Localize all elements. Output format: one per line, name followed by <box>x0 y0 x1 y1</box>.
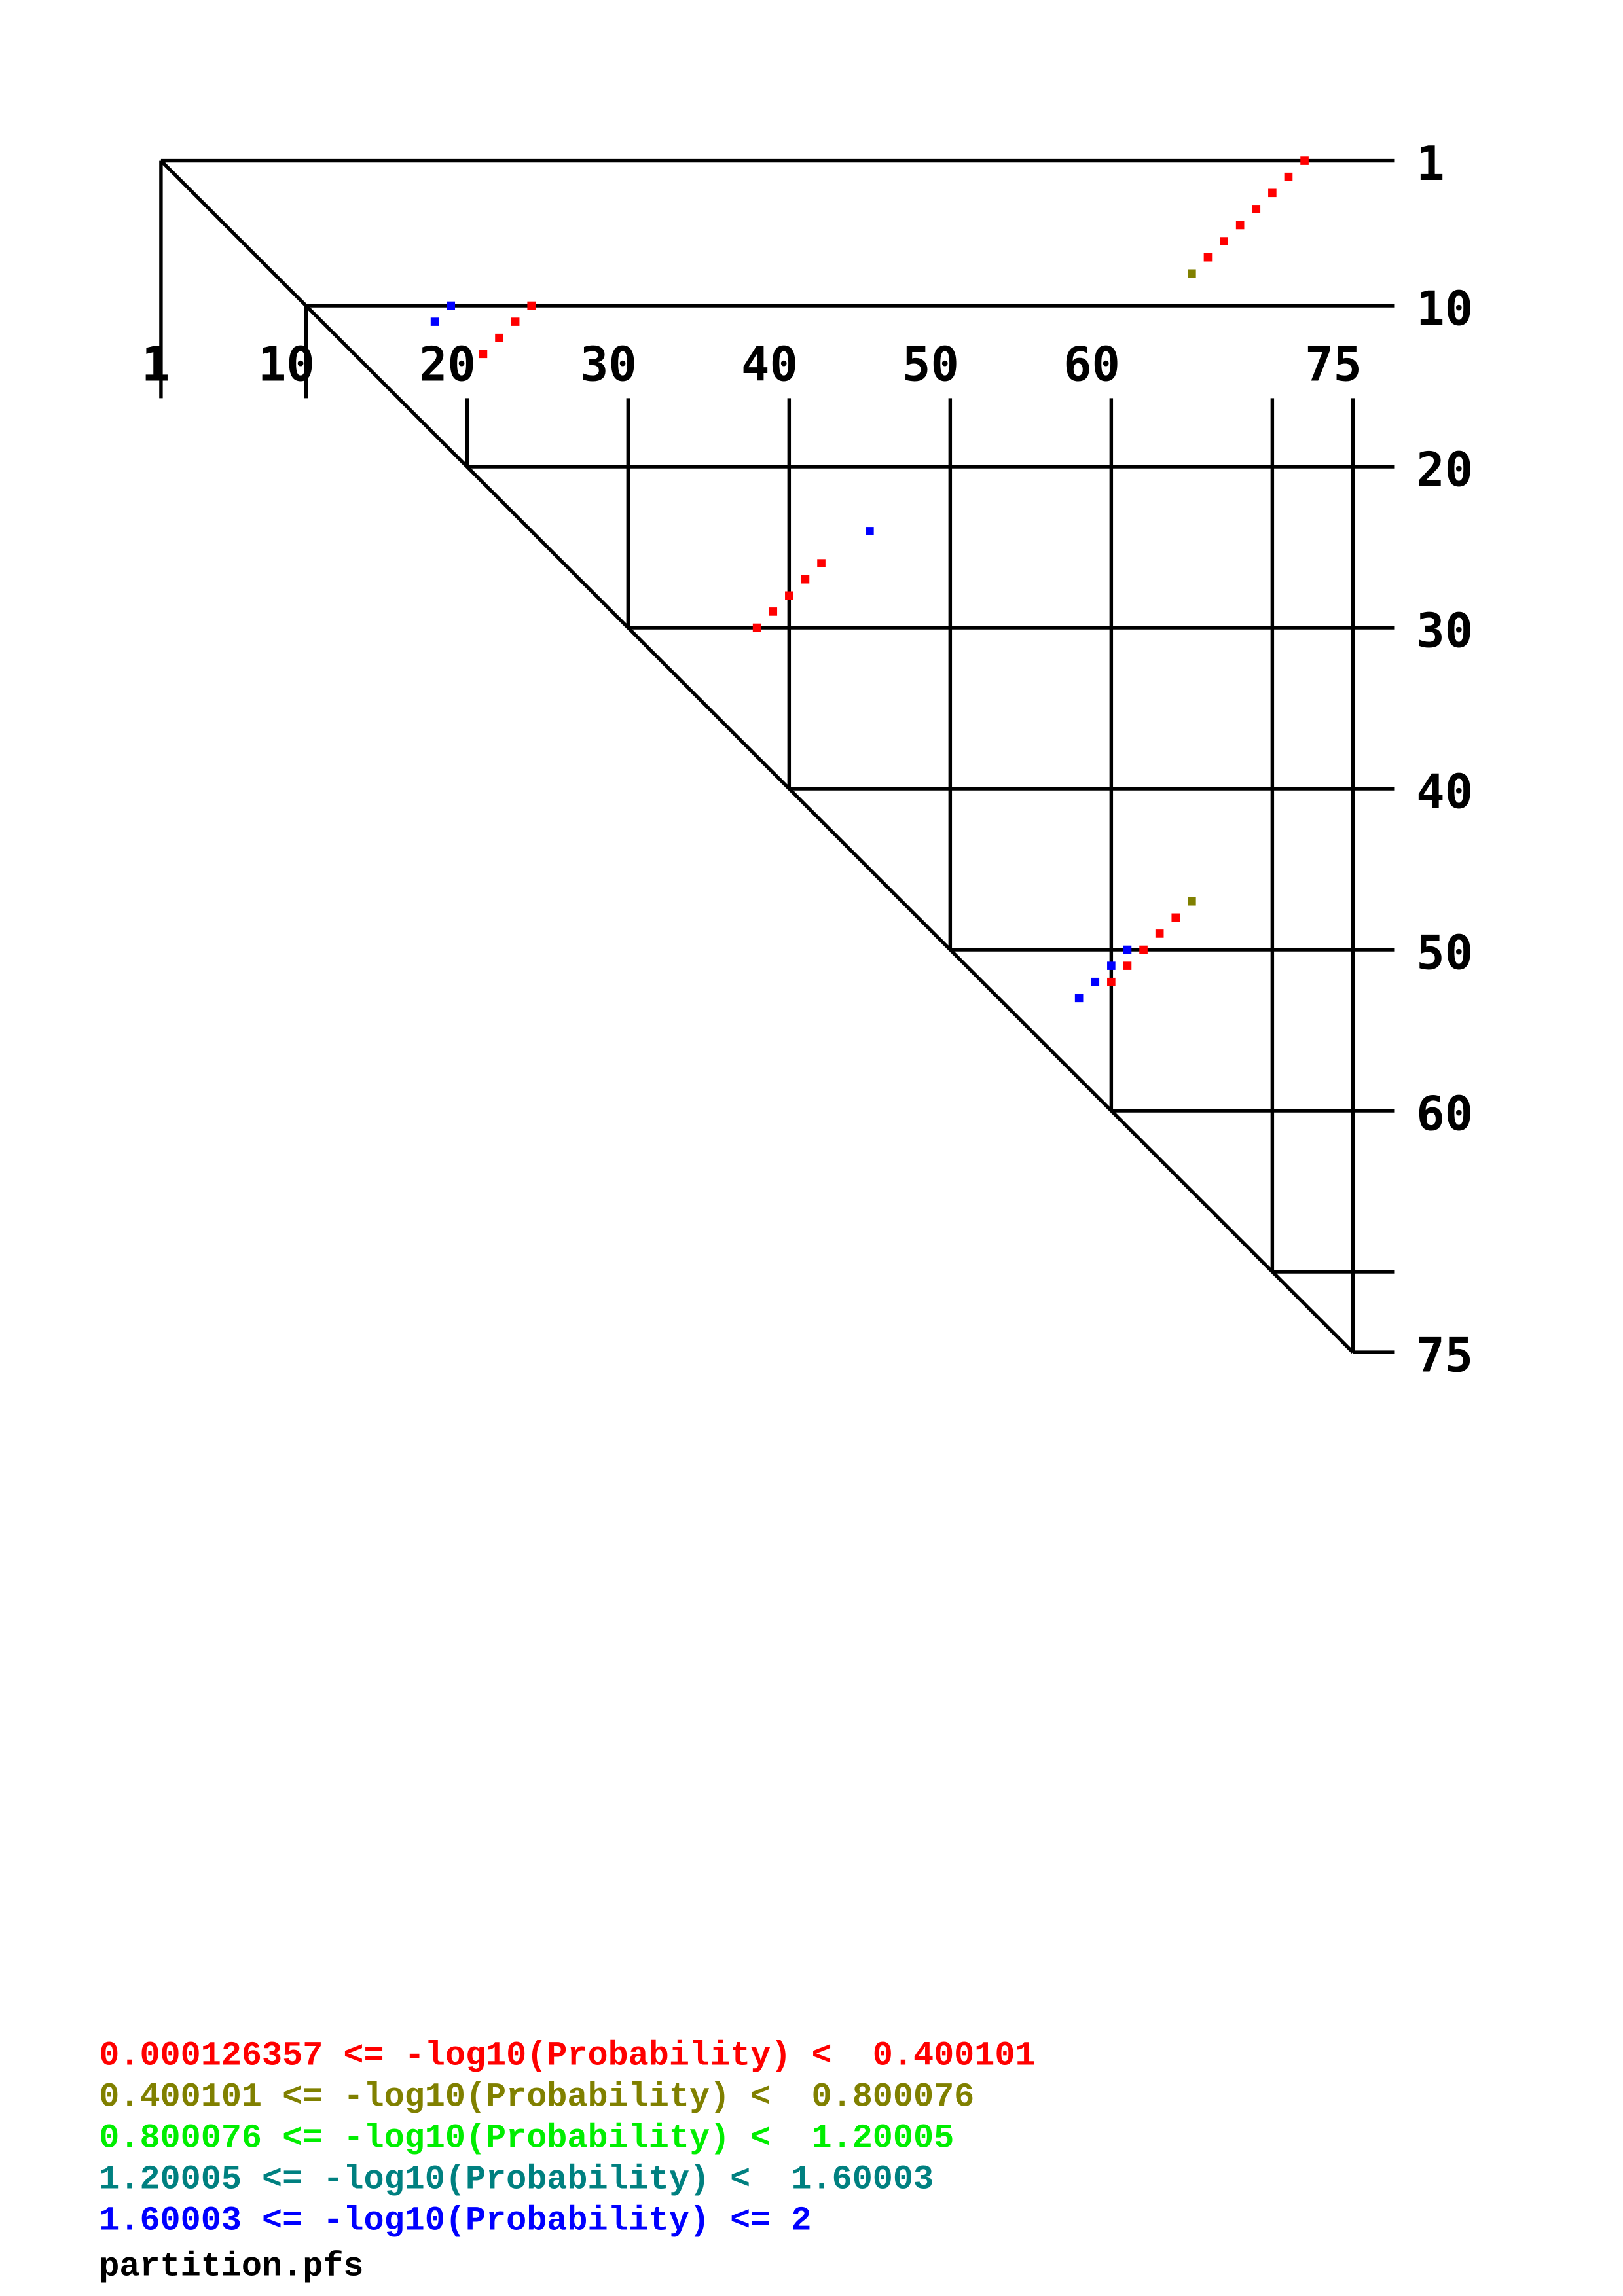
legend: 0.000126357 <= -log10(Probability) < 0.4… <box>99 2036 1035 2286</box>
filename-label: partition.pfs <box>99 2247 363 2286</box>
dot-11-18 <box>430 317 439 326</box>
y-tick-label: 50 <box>1416 925 1473 980</box>
legend-entry-3: 1.20005 <= -log10(Probability) < 1.60003 <box>99 2161 934 2199</box>
x-tick-label: 60 <box>1063 337 1120 392</box>
dot-4-69 <box>1252 205 1261 213</box>
dot-6-67 <box>1220 237 1228 245</box>
x-tick-label: 1 <box>141 337 170 392</box>
x-tick-label: 20 <box>419 337 476 392</box>
dot-8-65 <box>1188 269 1196 278</box>
dot-5-68 <box>1235 221 1245 230</box>
dot-51-61 <box>1123 961 1132 970</box>
dot-29-39 <box>769 607 778 616</box>
legend-entry-2: 0.800076 <= -log10(Probability) < 1.2000… <box>99 2119 954 2157</box>
dot-49-63 <box>1155 929 1164 938</box>
dot-1-72 <box>1300 156 1309 165</box>
x-tick-label: 10 <box>258 337 315 392</box>
x-tick-label: 50 <box>902 337 959 392</box>
dot-30-38 <box>752 623 761 632</box>
dot-50-61 <box>1123 945 1132 954</box>
y-tick-label: 40 <box>1416 764 1473 819</box>
dot-53-58 <box>1074 994 1084 1003</box>
grid-lines <box>159 158 1395 1354</box>
dot-52-60 <box>1107 977 1116 986</box>
x-tick-label: 75 <box>1305 337 1362 392</box>
y-tick-label: 10 <box>1416 281 1473 336</box>
legend-entry-1: 0.400101 <= -log10(Probability) < 0.8000… <box>99 2077 974 2116</box>
legend-entry-0: 0.000126357 <= -log10(Probability) < 0.4… <box>99 2036 1035 2075</box>
legend-entry-4: 1.60003 <= -log10(Probability) <= 2 <box>99 2202 811 2240</box>
x-tick-label: 30 <box>580 337 637 392</box>
dot-10-24 <box>527 301 536 310</box>
dot-2-71 <box>1284 172 1293 181</box>
diagonal-line <box>159 159 1355 1354</box>
dot-52-59 <box>1091 977 1100 986</box>
y-tick-label: 20 <box>1416 442 1473 497</box>
y-tick-label: 60 <box>1416 1086 1473 1141</box>
dot-27-41 <box>801 575 810 584</box>
y-tick-label: 1 <box>1416 137 1444 192</box>
dot-50-62 <box>1139 945 1148 954</box>
dot-3-70 <box>1268 188 1277 198</box>
dot-47-65 <box>1188 897 1196 906</box>
y-tick-label: 75 <box>1416 1328 1473 1383</box>
y-tick-label: 30 <box>1416 603 1473 658</box>
dot-48-64 <box>1171 913 1180 922</box>
dot-24-45 <box>866 527 874 535</box>
dot-26-42 <box>817 559 826 567</box>
dot-11-23 <box>511 317 520 326</box>
dot-10-19 <box>447 301 456 310</box>
tick-labels: 1 10 20 30 40 50 60 75 1 10 20 30 40 50 60 75 <box>141 137 1473 1383</box>
dot-51-60 <box>1107 961 1116 970</box>
dot-12-22 <box>495 333 503 342</box>
dot-28-40 <box>785 591 793 600</box>
x-tick-label: 40 <box>741 337 798 392</box>
dot-13-21 <box>479 350 488 359</box>
probability-dots <box>430 156 1309 1003</box>
dot-7-66 <box>1203 253 1213 262</box>
